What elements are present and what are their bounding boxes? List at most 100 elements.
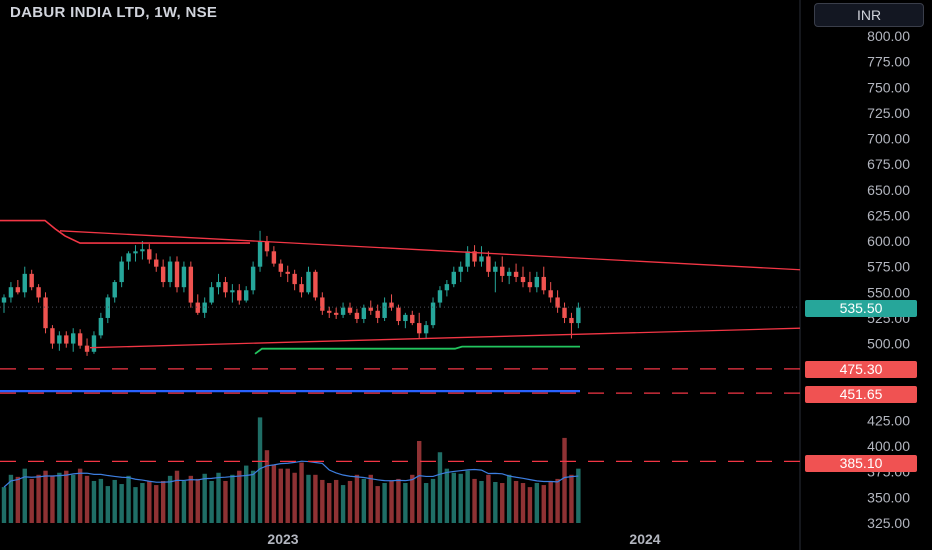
chart-title: DABUR INDIA LTD, 1W, NSE xyxy=(10,4,218,21)
volume-bar xyxy=(493,481,498,523)
trend-drawings xyxy=(0,219,801,463)
candle xyxy=(493,261,498,293)
candle xyxy=(98,312,104,339)
volume-bar xyxy=(50,475,55,523)
y-tick-label: 650.00 xyxy=(867,182,910,198)
volume-bar xyxy=(174,470,180,523)
candle xyxy=(8,282,14,303)
volume-bar xyxy=(160,480,166,523)
y-tick-label: 700.00 xyxy=(867,131,910,147)
volume-bar xyxy=(98,478,104,523)
volume-bar xyxy=(8,474,14,523)
y-tick-label: 750.00 xyxy=(867,79,910,95)
y-tick-label: 425.00 xyxy=(867,412,910,428)
candle xyxy=(50,325,55,349)
volume-bar xyxy=(389,480,394,523)
candle xyxy=(548,282,553,303)
volume-bar xyxy=(43,470,48,523)
level-2-label: 451.65 xyxy=(805,386,917,403)
volume-bars xyxy=(1,417,581,523)
candle xyxy=(354,308,360,324)
y-tick-label: 350.00 xyxy=(867,489,910,505)
volume-bar xyxy=(209,480,214,523)
volume-bar xyxy=(250,470,256,523)
candle xyxy=(29,269,34,291)
x-axis-ticks: 2023 2024 xyxy=(267,531,660,547)
candle xyxy=(202,297,207,318)
volume-bar xyxy=(479,480,484,523)
volume-bar xyxy=(91,480,97,523)
price-labels: 535.50 475.30 451.65 385.10 xyxy=(805,300,917,472)
candle xyxy=(396,304,401,326)
volume-bar xyxy=(29,478,34,523)
candle xyxy=(84,338,90,356)
candle xyxy=(167,256,173,288)
candle xyxy=(555,290,560,313)
volume-bar xyxy=(382,483,387,523)
candle xyxy=(320,292,325,315)
y-tick-label: 725.00 xyxy=(867,105,910,121)
candle xyxy=(257,230,263,272)
volume-bar xyxy=(154,485,159,523)
volume-bar xyxy=(264,450,270,523)
volume-bar xyxy=(167,475,173,523)
volume-bar xyxy=(375,486,380,523)
volume-bar xyxy=(71,474,76,523)
level-1-label: 475.30 xyxy=(805,361,917,378)
support-trendline xyxy=(89,327,801,349)
currency-button[interactable]: INR xyxy=(814,3,924,27)
volume-bar xyxy=(285,468,290,523)
volume-bar xyxy=(84,475,90,523)
candle xyxy=(306,266,311,295)
candle xyxy=(541,266,546,295)
volume-bar xyxy=(437,452,443,523)
volume-bar xyxy=(548,480,553,523)
volume-bar xyxy=(77,468,83,523)
candle xyxy=(368,300,373,315)
volume-bar xyxy=(320,479,325,523)
volume-bar xyxy=(458,473,463,523)
level-1-text: 475.30 xyxy=(840,361,883,377)
candle xyxy=(486,251,491,277)
candle xyxy=(299,276,304,298)
volume-bar xyxy=(361,478,367,523)
candle xyxy=(174,256,180,293)
volume-bar xyxy=(292,472,297,523)
candle xyxy=(154,253,159,272)
volume-bar xyxy=(15,476,21,523)
candle xyxy=(230,284,235,303)
candle xyxy=(513,263,519,283)
volume-bar xyxy=(105,486,110,523)
volume-ma-line xyxy=(3,460,579,488)
volume-bar xyxy=(230,474,235,523)
volume-bar xyxy=(57,472,62,523)
candle xyxy=(271,246,277,267)
volume-bar xyxy=(513,480,519,523)
volume-bar xyxy=(333,479,339,523)
candle xyxy=(160,259,166,288)
candle xyxy=(22,266,27,298)
candle xyxy=(278,259,283,277)
y-tick-label: 400.00 xyxy=(867,438,910,454)
volume-bar xyxy=(216,472,221,523)
volume-bar xyxy=(306,474,311,523)
candle xyxy=(223,276,228,298)
volume-bar xyxy=(465,470,470,523)
x-tick-label: 2023 xyxy=(267,531,298,547)
volume-bar xyxy=(520,483,526,523)
y-tick-label: 600.00 xyxy=(867,233,910,249)
volume-bar xyxy=(527,487,533,523)
volume-bar xyxy=(500,483,505,523)
volume-bar xyxy=(1,487,7,523)
candle xyxy=(389,294,394,311)
candle xyxy=(534,271,540,293)
candle xyxy=(71,328,76,352)
candle xyxy=(506,267,512,285)
volume-bar xyxy=(278,468,283,523)
volume-bar xyxy=(237,470,242,523)
candle xyxy=(472,245,477,267)
candle xyxy=(244,286,249,303)
candle xyxy=(36,284,41,303)
volume-bar xyxy=(181,480,187,523)
